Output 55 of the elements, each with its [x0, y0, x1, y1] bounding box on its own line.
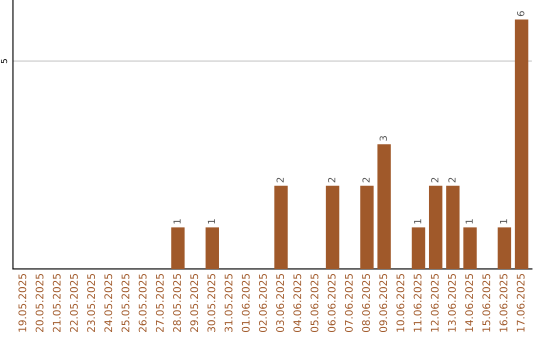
bar [498, 227, 512, 269]
x-tick-label: 12.06.2025 [430, 274, 439, 332]
x-tick-label: 09.06.2025 [379, 274, 388, 332]
x-tick-label: 23.05.2025 [87, 274, 96, 332]
bar [274, 186, 288, 269]
x-tick-label: 17.06.2025 [516, 274, 525, 332]
bar [377, 144, 391, 269]
x-tick-label: 13.06.2025 [448, 274, 456, 332]
data-label: 1 [466, 219, 473, 224]
x-tick-label: 10.06.2025 [396, 274, 404, 332]
x-tick-label: 01.06.2025 [242, 274, 250, 332]
x-tick-label: 15.06.2025 [482, 274, 490, 332]
data-label: 2 [431, 178, 438, 182]
data-label: 6 [517, 11, 524, 16]
bar [412, 227, 426, 269]
data-label: 2 [276, 178, 284, 182]
bar [428, 186, 442, 269]
bar [514, 20, 528, 269]
bar [171, 227, 185, 269]
x-tick-label: 25.05.2025 [122, 274, 130, 332]
data-label: 1 [208, 219, 215, 224]
x-tick-label: 19.05.2025 [18, 274, 26, 332]
x-tick-label: 14.06.2025 [465, 274, 474, 332]
bar [360, 186, 374, 269]
x-tick-label: 07.06.2025 [344, 274, 353, 332]
x-tick-label: 20.05.2025 [36, 274, 44, 332]
y-tick-label: 5 [0, 59, 8, 64]
data-label: 2 [448, 178, 456, 182]
x-tick-label: 31.05.2025 [224, 274, 232, 332]
x-tick-label: 06.06.2025 [328, 274, 336, 332]
x-tick-label: 30.05.2025 [207, 274, 216, 332]
x-tick-label: 08.06.2025 [362, 274, 370, 332]
x-tick-label: 16.06.2025 [500, 274, 508, 332]
x-tick-label: 28.05.2025 [173, 274, 181, 332]
x-tick-label: 04.06.2025 [293, 274, 302, 332]
data-label: 2 [328, 178, 336, 182]
data-label: 1 [500, 219, 508, 224]
x-tick-label: 26.05.2025 [138, 274, 147, 332]
x-tick-label: 27.05.2025 [156, 274, 164, 332]
x-tick-label: 03.06.2025 [276, 274, 284, 332]
data-label: 1 [414, 219, 422, 224]
x-tick-label: 21.05.2025 [52, 274, 61, 332]
data-label: 1 [174, 219, 181, 224]
bar [326, 186, 340, 269]
x-tick-label: 02.06.2025 [258, 274, 267, 332]
x-tick-label: 24.05.2025 [104, 274, 112, 332]
x-tick-label: 11.06.2025 [414, 274, 422, 332]
x-tick-label: 29.05.2025 [190, 274, 198, 332]
bar [206, 227, 219, 269]
data-label: 2 [362, 178, 370, 182]
x-tick-label: 22.05.2025 [70, 274, 78, 332]
bar [463, 227, 477, 269]
x-tick-label: 05.06.2025 [310, 274, 318, 332]
data-label: 3 [380, 136, 387, 141]
bar [446, 186, 460, 269]
